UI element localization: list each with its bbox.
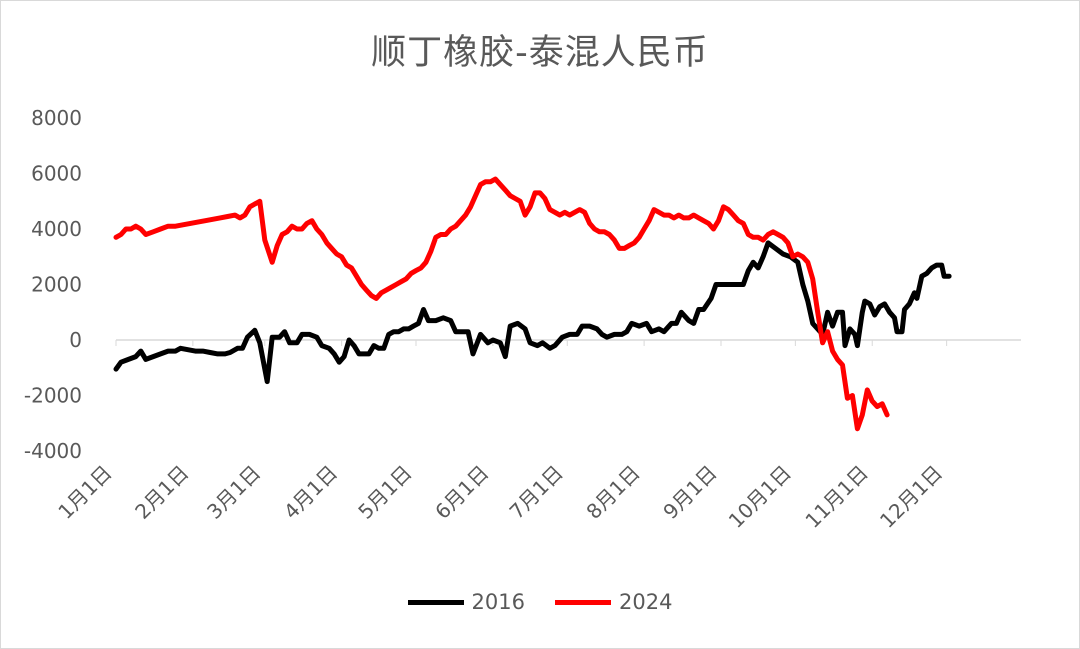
y-axis-ticks: 8000 6000 4000 2000 0 -2000 -4000 (24, 106, 82, 463)
y-tick-label: 8000 (31, 106, 82, 130)
y-tick-label: 2000 (31, 273, 82, 297)
x-tick-label: 5月1日 (353, 461, 416, 524)
series-line-2016 (113, 240, 952, 385)
legend-swatch-2024 (555, 599, 611, 605)
x-tick-label: 6月1日 (430, 461, 493, 524)
x-tick-label: 8月1日 (581, 461, 644, 524)
x-tick-label: 2月1日 (130, 461, 193, 524)
y-tick-label: 6000 (31, 162, 82, 186)
y-tick-label: -2000 (24, 384, 82, 408)
x-tick-label: 10月1日 (724, 461, 796, 533)
chart-title: 顺丁橡胶-泰混人民币 (371, 33, 709, 73)
legend-label-2016: 2016 (471, 590, 525, 614)
legend-swatch-2016 (407, 599, 464, 605)
x-tick-label: 4月1日 (279, 461, 342, 524)
x-axis-ticks: 1月1日 2月1日 3月1日 4月1日 5月1日 6月1日 7月1日 8月1日 9月1日 10月1… (53, 340, 947, 533)
x-tick-label: 3月1日 (202, 461, 265, 524)
x-tick-label: 7月1日 (505, 461, 568, 524)
x-tick-label: 12月1日 (875, 461, 947, 533)
x-tick-label: 11月1日 (801, 461, 873, 533)
series-line-2024 (113, 176, 890, 432)
x-tick-label: 1月1日 (53, 461, 116, 524)
y-tick-label: 4000 (31, 217, 82, 241)
legend-item-2016: 2016 (407, 590, 525, 614)
series-lines (113, 176, 952, 432)
y-tick-label: -4000 (24, 439, 82, 463)
legend-item-2024: 2024 (555, 590, 672, 614)
y-tick-label: 0 (69, 328, 82, 352)
x-tick-label: 9月1日 (658, 461, 721, 524)
legend: 2016 2024 (0, 590, 1080, 614)
legend-label-2024: 2024 (619, 590, 673, 614)
